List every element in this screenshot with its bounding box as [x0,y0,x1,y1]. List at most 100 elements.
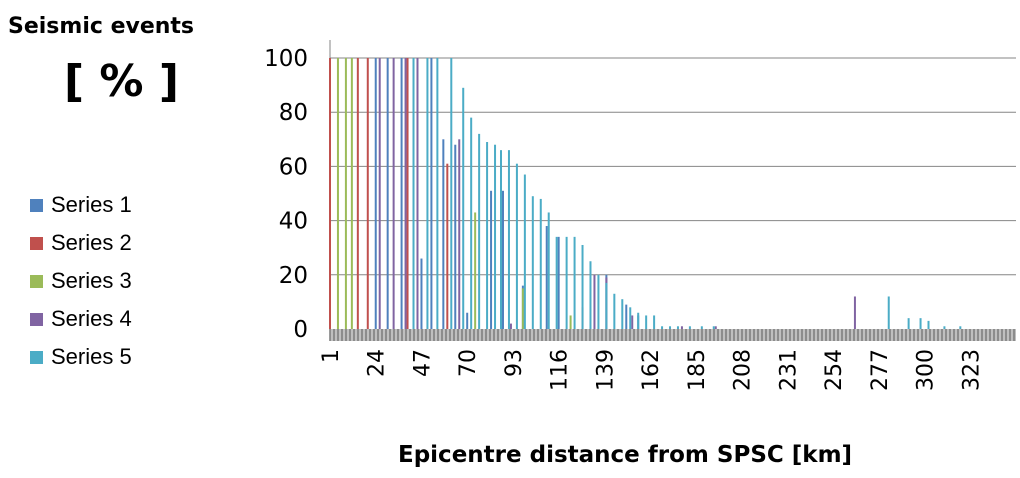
bar [490,190,493,329]
bar [366,58,369,329]
legend-item: Series 2 [30,224,132,262]
x-tick-label: 323 [959,349,984,391]
bar [959,326,962,329]
bar [329,58,331,329]
x-tick-label: 300 [914,349,939,391]
x-axis-ticks: 1 24 47 70 93 116 139 162 185 208 231 254 277 300 323 [319,349,984,391]
legend-swatch [30,274,43,288]
y-tick-label: 80 [279,100,308,126]
bar [430,58,433,329]
bar [625,304,628,329]
bar [565,236,568,329]
bar [629,307,632,329]
y-axis-unit: [ % ] [64,56,179,107]
legend-swatch [30,350,43,364]
bar [515,163,518,329]
bar [700,326,703,329]
legend-label: Series 5 [51,344,132,369]
legend-label: Series 1 [51,192,132,217]
bar [450,58,453,329]
bar [392,58,395,329]
bar [442,139,445,329]
bar [714,326,717,329]
bar [486,142,489,329]
y-tick-label: 100 [264,46,308,72]
bar [344,58,347,329]
x-axis-title: Epicentre distance from SPSC [km] [398,442,853,468]
bar [509,323,512,329]
x-tick-label: 254 [822,349,847,391]
x-axis-band [329,329,1016,341]
bar [653,315,656,329]
legend-swatch [30,312,43,326]
bar [581,244,584,329]
bar [853,296,856,329]
bar [350,58,353,329]
x-tick-label: 139 [593,349,618,391]
bar [589,261,592,329]
legend-item: Series 5 [30,338,132,376]
grid-lines [329,40,1016,329]
legend-item: Series 1 [30,186,132,224]
bar [569,315,572,329]
bar [631,315,634,329]
bar [470,117,473,330]
bar [545,226,548,329]
y-tick-label: 0 [293,317,308,343]
x-tick-label: 277 [868,349,893,391]
bar [466,312,469,329]
bar [500,150,503,329]
bar [613,293,616,329]
bar [645,315,648,329]
x-tick-label: 162 [639,349,664,391]
bar [426,58,429,329]
bar [478,133,481,329]
bar [597,274,600,329]
legend-swatch [30,236,43,250]
bar [416,58,419,329]
x-tick-label: 70 [456,349,481,377]
legend-label: Series 3 [51,268,132,293]
bar [669,326,672,329]
legend-item: Series 3 [30,262,132,300]
bar [943,326,946,329]
bar [605,282,608,329]
bar-marks [329,58,962,330]
bar [573,236,576,329]
bar [507,150,510,329]
bar [462,87,465,329]
y-axis-ticks: 0 20 40 60 80 100 [264,46,308,343]
bar [555,236,558,329]
bar [446,163,449,329]
legend: Series 1 Series 2 Series 3 Series 4 Seri… [30,186,132,376]
bar [621,299,624,329]
bar [378,58,381,329]
bar [661,326,664,329]
bar [676,326,679,329]
bar [494,144,497,329]
x-tick-label: 47 [410,349,435,377]
bar [887,296,890,329]
x-tick-label: 1 [319,349,344,363]
legend-label: Series 4 [51,306,132,331]
bar [474,212,477,329]
bar [907,318,910,329]
x-tick-label: 185 [685,349,710,391]
x-tick-label: 24 [365,349,390,377]
x-tick-label: 208 [731,349,756,391]
legend-swatch [30,198,43,212]
bar [420,258,423,329]
y-tick-label: 60 [279,154,308,180]
bar [637,312,640,329]
bar [454,144,457,329]
bar [919,318,922,329]
x-tick-label: 93 [502,349,527,377]
bar [400,58,403,329]
bar [521,288,524,329]
bar [501,190,504,329]
y-tick-label: 20 [279,263,308,289]
bar [688,326,691,329]
bar [386,58,389,329]
bar [927,320,930,329]
